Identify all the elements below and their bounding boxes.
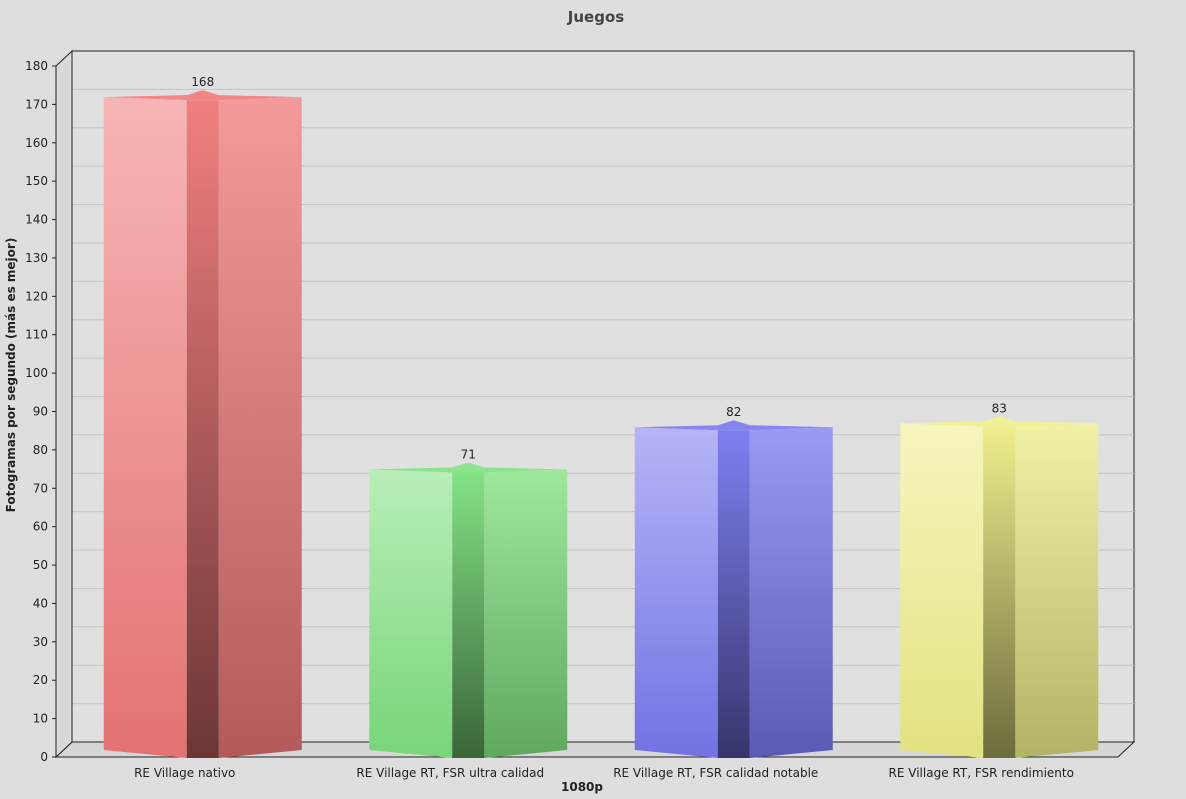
y-tick-label: 120 [25, 289, 48, 303]
x-tick-label: RE Village RT, FSR calidad notable [613, 766, 818, 780]
y-tick-label: 140 [25, 213, 48, 227]
bar-top-cap [103, 90, 302, 101]
y-tick-label: 170 [25, 97, 48, 111]
bar-center-face [717, 430, 750, 758]
y-tick-label: 130 [25, 251, 48, 265]
bar-right-face [1015, 423, 1099, 758]
bar-left-face [369, 469, 453, 758]
bar-left-face [103, 97, 187, 759]
data-label: 71 [461, 447, 476, 461]
bar-top-cap [900, 416, 1099, 427]
bar-right-face [749, 427, 833, 758]
plot-side-wall [55, 49, 73, 759]
x-tick-label: RE Village RT, FSR ultra calidad [356, 766, 544, 780]
y-tick-label: 90 [33, 405, 48, 419]
bar [900, 416, 1099, 758]
y-tick-label: 20 [33, 673, 48, 687]
x-axis-title: 1080p [561, 780, 603, 794]
bar-right-face [484, 469, 568, 758]
data-label: 168 [191, 75, 214, 89]
y-tick-label: 100 [25, 366, 48, 380]
y-tick-label: 60 [33, 520, 48, 534]
y-tick-label: 110 [25, 328, 48, 342]
chart-title: Juegos [567, 8, 624, 26]
bar [103, 90, 302, 759]
bar-center-face [983, 426, 1016, 758]
bar-left-face [634, 427, 718, 758]
y-tick-label: 10 [33, 712, 48, 726]
x-tick-label: RE Village RT, FSR rendimiento [889, 766, 1074, 780]
y-tick-label: 30 [33, 635, 48, 649]
bar-left-face [900, 423, 984, 758]
bar-top-cap [634, 420, 833, 431]
x-tick-label: RE Village nativo [134, 766, 235, 780]
data-label: 83 [992, 401, 1007, 415]
bar-center-face [186, 100, 219, 759]
y-tick-label: 50 [33, 558, 48, 572]
y-tick-label: 70 [33, 481, 48, 495]
y-tick-label: 40 [33, 596, 48, 610]
y-tick-label: 160 [25, 136, 48, 150]
data-label: 82 [726, 405, 741, 419]
y-tick-label: 180 [25, 59, 48, 73]
bar [634, 420, 833, 758]
y-tick-label: 150 [25, 174, 48, 188]
bar-center-face [452, 472, 485, 758]
y-tick-label: 80 [33, 443, 48, 457]
bar [369, 462, 568, 758]
bar-top-cap [369, 462, 568, 473]
plot-area: 0 10 20 30 40 50 60 70 80 90 100 110 120 130 140 150 160… [25, 49, 1136, 780]
y-tick-label: 0 [40, 750, 48, 764]
bar-right-face [218, 97, 302, 759]
y-axis-title: Fotogramas por segundo (más es mejor) [4, 238, 18, 513]
